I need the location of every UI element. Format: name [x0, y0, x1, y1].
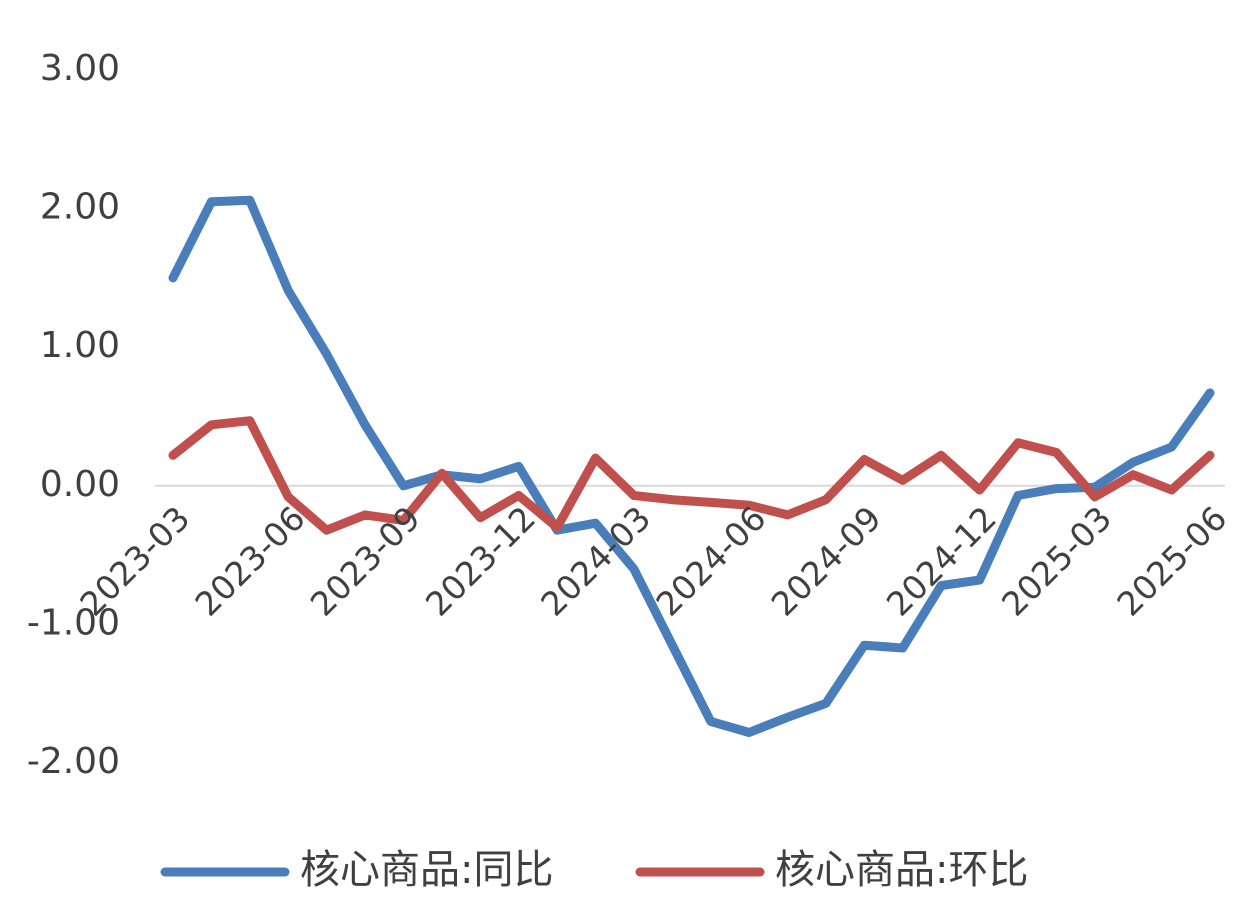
y-tick-label: 3.00 [40, 48, 120, 89]
x-tick-label: 2023-03 [72, 499, 197, 624]
y-tick-label: 0.00 [40, 464, 120, 505]
legend-label: 核心商品:环比 [775, 847, 1028, 893]
x-tick-label: 2023-06 [188, 499, 313, 624]
y-tick-label: -2.00 [27, 741, 120, 782]
series-line [168, 195, 1215, 737]
y-tick-label: 1.00 [40, 325, 120, 366]
series-line [168, 416, 1215, 535]
y-tick-label: 2.00 [40, 187, 120, 228]
x-tick-label: 2024-06 [648, 499, 773, 624]
x-tick-label: 2025-06 [1109, 499, 1234, 624]
y-tick-label: -1.00 [27, 602, 120, 643]
legend-label: 核心商品:同比 [300, 847, 553, 893]
